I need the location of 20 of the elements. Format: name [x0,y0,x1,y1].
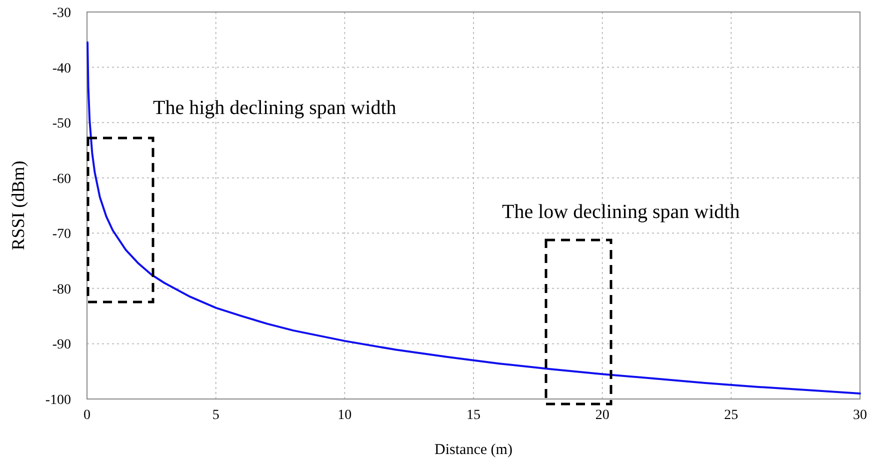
x-tick-label: 5 [212,408,220,423]
y-tick-label: -90 [52,338,71,353]
y-tick-label: -60 [52,172,71,187]
y-axis-title: RSSI (dBm) [8,160,28,250]
x-tick-label: 20 [595,408,610,423]
y-tick-label: -40 [52,61,71,76]
y-tick-label: -80 [52,282,71,298]
x-axis-title: Distance (m) [434,442,512,458]
x-tick-label: 30 [853,408,867,423]
x-tick-label: 10 [338,408,352,423]
y-tick-label: -30 [52,6,71,21]
x-tick-label: 25 [724,408,738,423]
y-tick-label: -70 [52,227,71,242]
x-tick-label: 15 [466,408,480,423]
annotation: The high declining span width [153,97,396,119]
x-tick-label: 0 [84,408,90,423]
annotation: The low declining span width [502,201,740,223]
y-tick-label: -100 [45,393,71,408]
y-tick-label: -50 [52,116,71,132]
line-series [86,41,861,394]
